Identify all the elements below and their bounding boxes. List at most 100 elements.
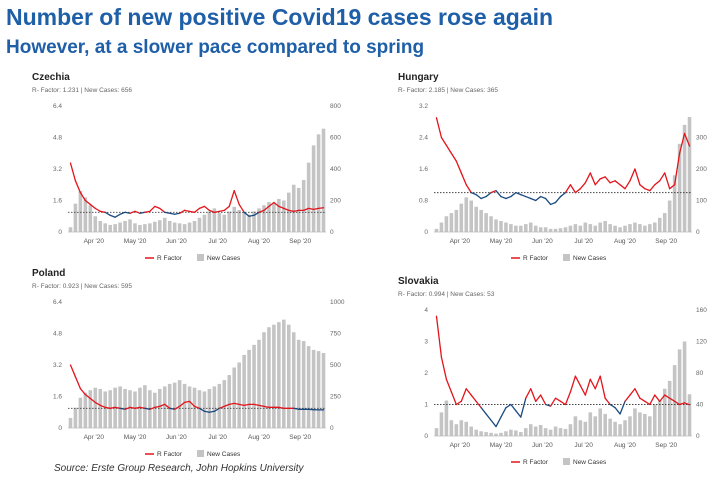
chart-poland: 0 1.6 3.2 4.8 6.4 0 250 500 750 1000 Apr '20 May '2… (53, 299, 345, 458)
r-factor-segment (634, 388, 641, 399)
new-cases-bar (306, 162, 311, 232)
r-factor-segment (664, 394, 671, 399)
legend-cases-label: New Cases (573, 459, 607, 466)
r-factor-segment (515, 410, 522, 418)
new-cases-bar (519, 225, 523, 232)
new-cases-bar (509, 224, 513, 232)
r-factor-segment (114, 406, 121, 409)
new-cases-bar (464, 421, 469, 436)
r-factor-segment (317, 207, 325, 210)
r-factor-segment (104, 211, 111, 216)
new-cases-bar (138, 224, 142, 232)
new-cases-bar (439, 412, 444, 436)
new-cases-bar (618, 424, 622, 436)
r-factor-segment (69, 364, 77, 378)
y-left-tick-label: 0 (58, 229, 62, 236)
new-cases-bar (291, 332, 296, 428)
r-factor-segment (544, 197, 552, 206)
r-factor-segment (89, 203, 96, 210)
new-cases-bar (197, 390, 202, 428)
r-factor-segment (544, 403, 552, 407)
new-cases-bar (603, 413, 607, 436)
new-cases-bar (158, 220, 162, 232)
new-cases-bar (212, 208, 217, 232)
legend-cases-label: New Cases (207, 451, 241, 458)
r-factor-segment (258, 209, 265, 213)
y-right-tick-label: 200 (696, 166, 707, 173)
new-cases-bar (172, 382, 177, 428)
r-factor-segment (228, 190, 235, 208)
y-right-tick-label: 120 (696, 339, 707, 346)
r-factor-segment (134, 210, 141, 214)
new-cases-bar (143, 224, 147, 232)
r-factor-segment (129, 210, 136, 214)
y-left-tick-label: 3.2 (53, 166, 62, 173)
new-cases-bar (222, 380, 227, 428)
new-cases-bar (677, 143, 682, 232)
r-factor-segment (208, 410, 216, 413)
new-cases-bar (548, 429, 553, 436)
y-right-tick-label: 600 (330, 135, 341, 142)
r-factor-segment (263, 205, 270, 211)
r-factor-segment (604, 176, 611, 184)
r-factor-segment (669, 397, 676, 402)
x-tick-label: Aug '20 (248, 238, 270, 245)
r-factor-segment (258, 404, 265, 407)
new-cases-bar (648, 416, 652, 436)
r-factor-segment (243, 403, 250, 407)
new-cases-bar (227, 211, 232, 232)
new-cases-bar (553, 228, 558, 232)
r-factor-segment (624, 394, 631, 402)
r-factor-segment (164, 403, 171, 409)
r-factor-segment (283, 207, 290, 211)
r-factor-segment (579, 384, 586, 396)
new-cases-bar (474, 206, 478, 232)
new-cases-bar (623, 225, 627, 232)
r-factor-segment (460, 388, 467, 402)
y-right-tick-label: 40 (696, 402, 704, 409)
r-factor-segment (450, 391, 457, 406)
y-right-tick-label: 100 (696, 198, 707, 205)
r-factor-segment (213, 210, 220, 213)
r-factor-segment (500, 195, 507, 200)
new-cases-bar (232, 206, 236, 232)
r-factor-segment (535, 195, 542, 202)
new-cases-bar (687, 394, 692, 436)
y-left-tick-label: 6.4 (53, 299, 62, 306)
new-cases-bar (88, 205, 93, 232)
new-cases-bar (568, 424, 573, 436)
new-cases-bar (657, 400, 662, 436)
legend-cases-swatch (197, 254, 204, 261)
new-cases-bar (197, 217, 202, 232)
new-cases-bar (524, 428, 528, 436)
new-cases-bar (657, 217, 662, 232)
r-factor-segment (634, 168, 641, 186)
new-cases-bar (434, 428, 439, 436)
new-cases-bar (672, 175, 677, 232)
new-cases-bar (662, 213, 667, 232)
new-cases-bar (282, 319, 286, 428)
r-factor-segment (525, 195, 532, 200)
new-cases-bar (682, 124, 687, 232)
r-factor-segment (515, 191, 522, 196)
x-tick-label: May '20 (490, 238, 513, 245)
new-cases-bar (237, 362, 241, 428)
new-cases-bar (573, 416, 578, 436)
new-cases-bar (167, 220, 172, 232)
r-factor-segment (307, 207, 315, 211)
y-left-tick-label: 1 (424, 402, 428, 409)
new-cases-bar (494, 219, 498, 232)
r-factor-segment (124, 211, 131, 214)
legend-cases-swatch (197, 450, 204, 457)
new-cases-bar (93, 216, 98, 232)
chart-czechia: 0 1.6 3.2 4.8 6.4 0 200 400 600 800 Apr '20 May '20… (53, 103, 341, 262)
new-cases-bar (528, 424, 533, 436)
new-cases-bar (277, 322, 281, 428)
r-factor-segment (564, 184, 572, 194)
new-cases-bar (98, 388, 103, 428)
new-cases-bar (88, 390, 93, 428)
r-factor-segment (124, 406, 131, 410)
r-factor-segment (599, 176, 606, 180)
r-factor-segment (619, 184, 626, 190)
